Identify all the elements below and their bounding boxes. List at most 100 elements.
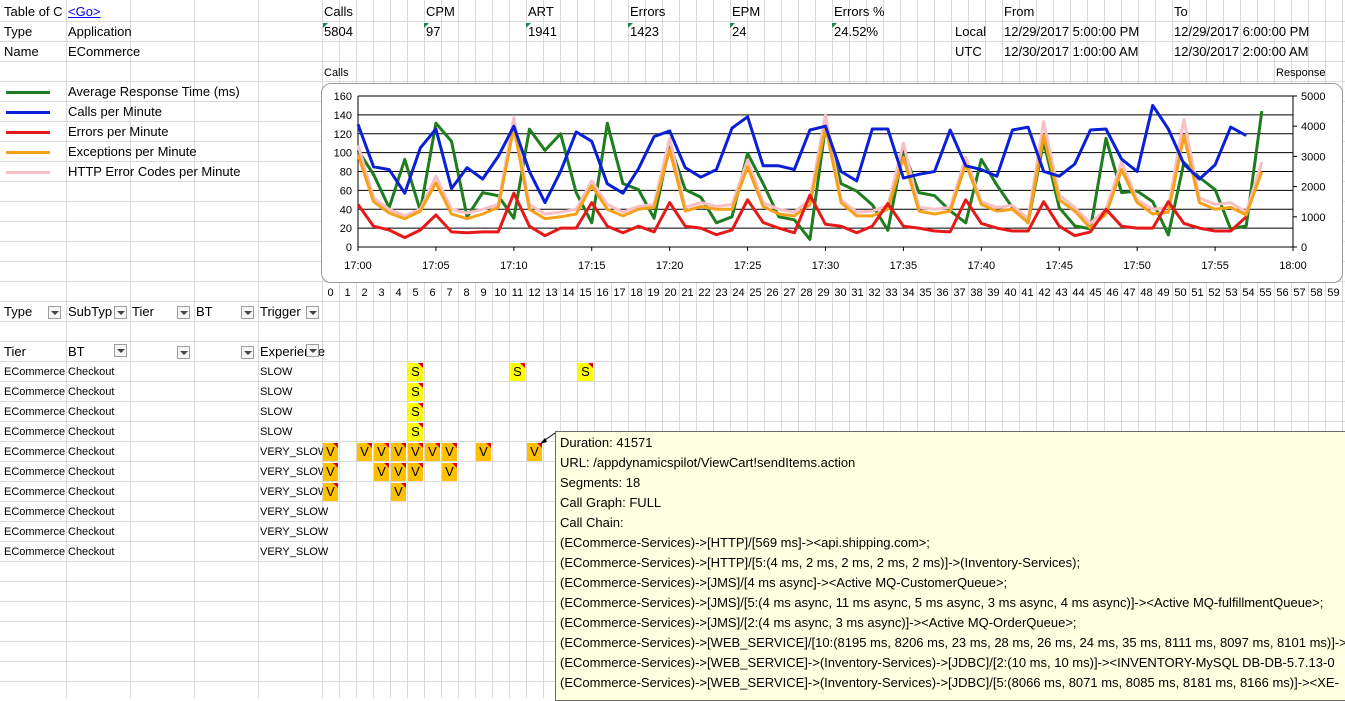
- ruler-cell: 45: [1089, 287, 1102, 299]
- col-blank1-dropdown[interactable]: [177, 346, 190, 359]
- heatmap-cell[interactable]: S: [408, 403, 423, 421]
- row-exp: VERY_SLOW: [260, 546, 329, 558]
- to-header: To: [1174, 4, 1188, 19]
- ruler-cell: 5: [412, 287, 419, 299]
- heatmap-cell[interactable]: V: [476, 443, 491, 461]
- heatmap-cell[interactable]: S: [578, 363, 593, 381]
- heatmap-cell[interactable]: V: [374, 443, 389, 461]
- ruler-cell: 46: [1106, 287, 1119, 299]
- heatmap-cell[interactable]: S: [510, 363, 525, 381]
- heatmap-cell[interactable]: V: [323, 483, 338, 501]
- legend-swatch: [6, 111, 50, 114]
- ruler-cell: 14: [562, 287, 575, 299]
- heatmap-cell[interactable]: V: [357, 443, 372, 461]
- row-tier: ECommerce: [4, 466, 66, 478]
- heatmap-cell[interactable]: V: [442, 463, 457, 481]
- heatmap-cell[interactable]: V: [527, 443, 542, 461]
- heatmap-cell[interactable]: V: [323, 443, 338, 461]
- ruler-cell: 56: [1276, 287, 1289, 299]
- chart-area[interactable]: 0 20 40 60 80 100 120 140 160 0 1000 2000 3000 4000 50…: [321, 83, 1343, 283]
- heatmap-cell[interactable]: S: [408, 423, 423, 441]
- type-label: Type: [4, 24, 33, 39]
- x-tick-label: 17:15: [578, 260, 606, 272]
- art-header: ART: [528, 4, 554, 19]
- heatmap-cell[interactable]: V: [374, 463, 389, 481]
- row-exp: VERY_SLOW: [260, 466, 329, 478]
- cpm-header: CPM: [426, 4, 455, 19]
- heatmap-cell[interactable]: S: [408, 383, 423, 401]
- series-line-calls-per-minute: [356, 103, 1247, 205]
- row-exp: SLOW: [260, 386, 293, 398]
- row-bt: Checkout: [68, 406, 115, 418]
- tooltip-line: (ECommerce-Services)->[JMS]/[2:(4 ms asy…: [560, 615, 1077, 630]
- filter-subtype-dropdown[interactable]: [114, 306, 127, 319]
- ruler-cell: 26: [766, 287, 779, 299]
- ruler-cell: 27: [783, 287, 796, 299]
- from-utc: 12/30/2017 1:00:00 AM: [1004, 44, 1139, 59]
- ruler-cell: 51: [1191, 287, 1204, 299]
- row-exp: VERY_SLOW: [260, 446, 329, 458]
- legend-label: HTTP Error Codes per Minute: [68, 164, 241, 179]
- toc-label: Table of C: [4, 4, 63, 19]
- ruler-cell: 49: [1157, 287, 1170, 299]
- ruler-cell: 10: [494, 287, 507, 299]
- row-exp: VERY_SLOW: [260, 506, 329, 518]
- x-tick-label: 17:00: [344, 260, 372, 272]
- ruler-cell: 33: [885, 287, 898, 299]
- heatmap-cell[interactable]: V: [391, 443, 406, 461]
- filter-trigger-dropdown[interactable]: [306, 306, 319, 319]
- ruler-cell: 0: [327, 287, 334, 299]
- row-exp: SLOW: [260, 406, 293, 418]
- ruler-cell: 53: [1225, 287, 1238, 299]
- y2-tick-label: 3000: [1301, 151, 1325, 163]
- ruler-cell: 34: [902, 287, 915, 299]
- to-local: 12/29/2017 6:00:00 PM: [1174, 24, 1310, 39]
- row-bt: Checkout: [68, 366, 115, 378]
- filter-bt-label: BT: [196, 304, 213, 319]
- row-bt: Checkout: [68, 386, 115, 398]
- y-tick-label: 20: [340, 223, 352, 235]
- y-tick-label: 100: [334, 148, 352, 160]
- y2-tick-label: 5000: [1301, 91, 1325, 103]
- col-blank2-dropdown[interactable]: [241, 346, 254, 359]
- x-tick-label: 17:10: [500, 260, 528, 272]
- heatmap-cell[interactable]: V: [425, 443, 440, 461]
- row-tier: ECommerce: [4, 546, 66, 558]
- col-bt-filter[interactable]: [114, 344, 127, 357]
- x-tick-label: 17:40: [968, 260, 996, 272]
- legend-label: Exceptions per Minute: [68, 144, 197, 159]
- tooltip-line: Segments: 18: [560, 475, 641, 490]
- filter-bt-dropdown[interactable]: [241, 306, 254, 319]
- ruler-cell: 15: [579, 287, 592, 299]
- heatmap-cell[interactable]: V: [442, 443, 457, 461]
- heatmap-cell[interactable]: V: [408, 463, 423, 481]
- heatmap-cell[interactable]: V: [408, 443, 423, 461]
- row-exp: VERY_SLOW: [260, 486, 329, 498]
- ruler-cell: 11: [511, 287, 524, 299]
- filter-type-dropdown[interactable]: [48, 306, 61, 319]
- heatmap-cell[interactable]: S: [408, 363, 423, 381]
- epm-header: EPM: [732, 4, 761, 19]
- heatmap-cell[interactable]: V: [391, 483, 406, 501]
- from-header: From: [1004, 4, 1035, 19]
- col-experience-filter[interactable]: [306, 344, 319, 357]
- go-link[interactable]: <Go>: [68, 4, 101, 19]
- heatmap-cell[interactable]: V: [391, 463, 406, 481]
- filter-tier-dropdown[interactable]: [177, 306, 190, 319]
- row-tier: ECommerce: [4, 386, 66, 398]
- tooltip-line: Call Chain:: [560, 515, 624, 530]
- heatmap-cell[interactable]: V: [323, 463, 338, 481]
- ruler-cell: 24: [732, 287, 745, 299]
- line-chart: 0 20 40 60 80 100 120 140 160 0 1000 2000 3000 4000 50…: [334, 91, 1326, 272]
- ruler-cell: 18: [630, 287, 643, 299]
- row-exp: SLOW: [260, 366, 293, 378]
- y-tick-label: 80: [340, 167, 352, 179]
- col-bt-label: BT: [68, 344, 85, 359]
- cpm-value: 97: [426, 24, 441, 39]
- ruler-cell: 35: [919, 287, 932, 299]
- from-local: 12/29/2017 5:00:00 PM: [1004, 24, 1140, 39]
- legend-swatch: [6, 91, 50, 94]
- tooltip-line: (ECommerce-Services)->[JMS]/[4 ms async]…: [560, 575, 1008, 590]
- to-utc: 12/30/2017 2:00:00 AM: [1174, 44, 1309, 59]
- ruler-cell: 41: [1021, 287, 1034, 299]
